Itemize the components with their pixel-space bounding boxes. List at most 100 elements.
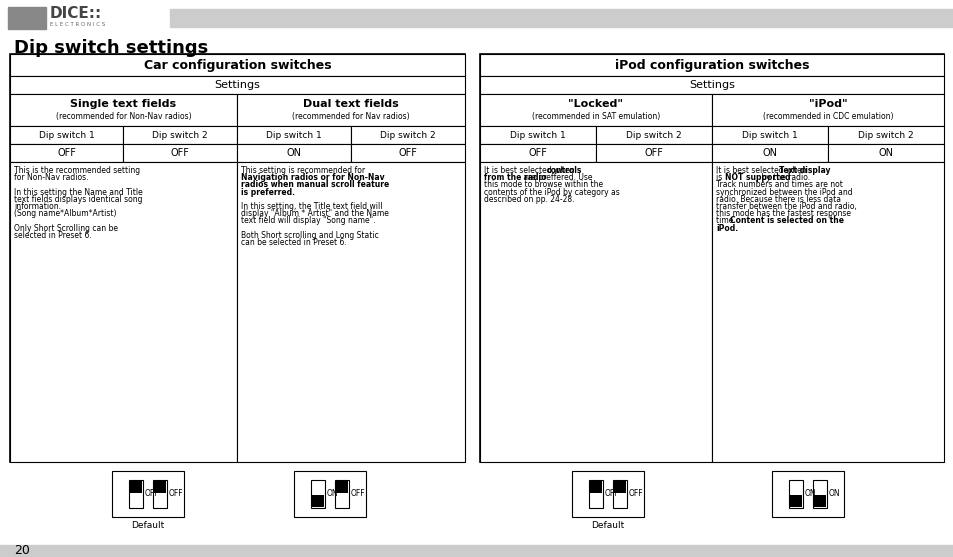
Bar bbox=[129, 480, 143, 508]
Bar bbox=[8, 7, 46, 29]
Bar bbox=[711, 94, 943, 126]
Text: OFF: OFF bbox=[171, 148, 190, 158]
Bar bbox=[123, 126, 236, 144]
Bar bbox=[479, 76, 943, 94]
Bar bbox=[711, 162, 943, 462]
Text: OFF: OFF bbox=[628, 490, 643, 499]
Text: ON: ON bbox=[804, 490, 816, 499]
Bar bbox=[613, 480, 626, 508]
Text: (recommended for Non-Nav radios): (recommended for Non-Nav radios) bbox=[55, 113, 192, 121]
Text: (Song name*Album*Artist): (Song name*Album*Artist) bbox=[14, 209, 116, 218]
Text: for Non-Nav radios.: for Non-Nav radios. bbox=[14, 173, 89, 182]
Text: Default: Default bbox=[132, 521, 165, 530]
Text: iPod configuration switches: iPod configuration switches bbox=[614, 58, 808, 71]
Text: Dip switch 1: Dip switch 1 bbox=[266, 130, 321, 139]
Text: Default: Default bbox=[591, 521, 624, 530]
Bar bbox=[771, 471, 843, 517]
Text: OFF: OFF bbox=[351, 490, 365, 499]
Text: Navigation radios or for Non-Nav: Navigation radios or for Non-Nav bbox=[241, 173, 384, 182]
Text: NOT supported: NOT supported bbox=[724, 173, 790, 182]
Text: is preferred.: is preferred. bbox=[241, 188, 294, 197]
Text: (recommended in CDC emulation): (recommended in CDC emulation) bbox=[762, 113, 892, 121]
Text: OFF: OFF bbox=[169, 490, 183, 499]
Text: 20: 20 bbox=[14, 545, 30, 557]
Bar bbox=[711, 126, 827, 144]
Bar bbox=[112, 471, 184, 517]
Text: described on pp. 24-28.: described on pp. 24-28. bbox=[483, 195, 574, 204]
Text: Content is selected on the: Content is selected on the bbox=[729, 217, 843, 226]
Text: OFF: OFF bbox=[57, 148, 76, 158]
Bar bbox=[788, 480, 802, 508]
Bar bbox=[479, 144, 596, 162]
Text: Settings: Settings bbox=[214, 80, 260, 90]
Bar bbox=[479, 126, 596, 144]
Bar bbox=[10, 162, 236, 462]
Bar bbox=[294, 471, 366, 517]
Bar bbox=[312, 495, 324, 507]
Text: Dip switch 1: Dip switch 1 bbox=[741, 130, 797, 139]
Bar bbox=[152, 480, 167, 508]
Bar bbox=[236, 126, 351, 144]
Bar bbox=[153, 481, 166, 493]
Bar bbox=[123, 144, 236, 162]
Text: ON: ON bbox=[761, 148, 777, 158]
Text: (recommended for Nav radios): (recommended for Nav radios) bbox=[292, 113, 410, 121]
Text: can be selected in Preset 6.: can be selected in Preset 6. bbox=[241, 238, 346, 247]
Text: This is the recommended setting: This is the recommended setting bbox=[14, 166, 140, 175]
Text: text field will display "Song name".: text field will display "Song name". bbox=[241, 217, 375, 226]
Text: controls: controls bbox=[546, 166, 581, 175]
Text: Settings: Settings bbox=[688, 80, 734, 90]
Bar bbox=[572, 471, 643, 517]
Text: contents of the iPod by category as: contents of the iPod by category as bbox=[483, 188, 619, 197]
Bar bbox=[236, 94, 464, 126]
Text: OFF: OFF bbox=[604, 490, 619, 499]
Text: Both Short scrolling and Long Static: Both Short scrolling and Long Static bbox=[241, 231, 378, 240]
Bar bbox=[479, 162, 711, 462]
Bar bbox=[827, 126, 943, 144]
Text: OFF: OFF bbox=[398, 148, 417, 158]
Text: Track numbers and times are not: Track numbers and times are not bbox=[716, 180, 842, 189]
Text: Single text fields: Single text fields bbox=[71, 99, 176, 109]
Bar bbox=[311, 480, 325, 508]
Text: DICE::: DICE:: bbox=[50, 7, 102, 22]
Text: Dip switch 2: Dip switch 2 bbox=[625, 130, 681, 139]
Bar bbox=[236, 144, 351, 162]
Bar bbox=[711, 144, 827, 162]
Text: In this setting the Name and Title: In this setting the Name and Title bbox=[14, 188, 143, 197]
Text: "Locked": "Locked" bbox=[568, 99, 623, 109]
Bar bbox=[10, 126, 123, 144]
Text: Dip switch 1: Dip switch 1 bbox=[38, 130, 94, 139]
Text: this mode has the fastest response: this mode has the fastest response bbox=[716, 209, 850, 218]
Text: In this setting, the Title text field will: In this setting, the Title text field wi… bbox=[241, 202, 382, 211]
Text: ON: ON bbox=[828, 490, 840, 499]
Bar bbox=[596, 126, 711, 144]
Bar bbox=[479, 94, 711, 126]
Text: OFF: OFF bbox=[644, 148, 662, 158]
Text: Dual text fields: Dual text fields bbox=[303, 99, 398, 109]
Bar bbox=[170, 9, 953, 27]
Bar bbox=[351, 144, 464, 162]
Text: by the radio.: by the radio. bbox=[759, 173, 809, 182]
Text: ON: ON bbox=[286, 148, 301, 158]
Text: This setting is recommended for: This setting is recommended for bbox=[241, 166, 365, 175]
Bar bbox=[10, 54, 464, 76]
Text: OFF: OFF bbox=[528, 148, 547, 158]
Text: (recommended in SAT emulation): (recommended in SAT emulation) bbox=[532, 113, 659, 121]
Bar bbox=[827, 144, 943, 162]
Text: "iPod": "iPod" bbox=[808, 99, 846, 109]
Bar bbox=[236, 162, 464, 462]
Bar bbox=[335, 480, 349, 508]
Text: Dip switch 1: Dip switch 1 bbox=[510, 130, 565, 139]
Text: E L E C T R O N I C S: E L E C T R O N I C S bbox=[50, 22, 105, 27]
Bar bbox=[589, 481, 601, 493]
Bar bbox=[588, 480, 602, 508]
Text: Dip switch 2: Dip switch 2 bbox=[380, 130, 436, 139]
Text: is: is bbox=[716, 173, 724, 182]
Text: OFF: OFF bbox=[145, 490, 159, 499]
Text: radios when manual scroll feature: radios when manual scroll feature bbox=[241, 180, 389, 189]
Text: radio. Because there is less data: radio. Because there is less data bbox=[716, 195, 841, 204]
Text: synchronized between the iPod and: synchronized between the iPod and bbox=[716, 188, 852, 197]
Bar bbox=[10, 144, 123, 162]
Text: Dip switch 2: Dip switch 2 bbox=[152, 130, 208, 139]
Text: text fields displays identical song: text fields displays identical song bbox=[14, 195, 142, 204]
